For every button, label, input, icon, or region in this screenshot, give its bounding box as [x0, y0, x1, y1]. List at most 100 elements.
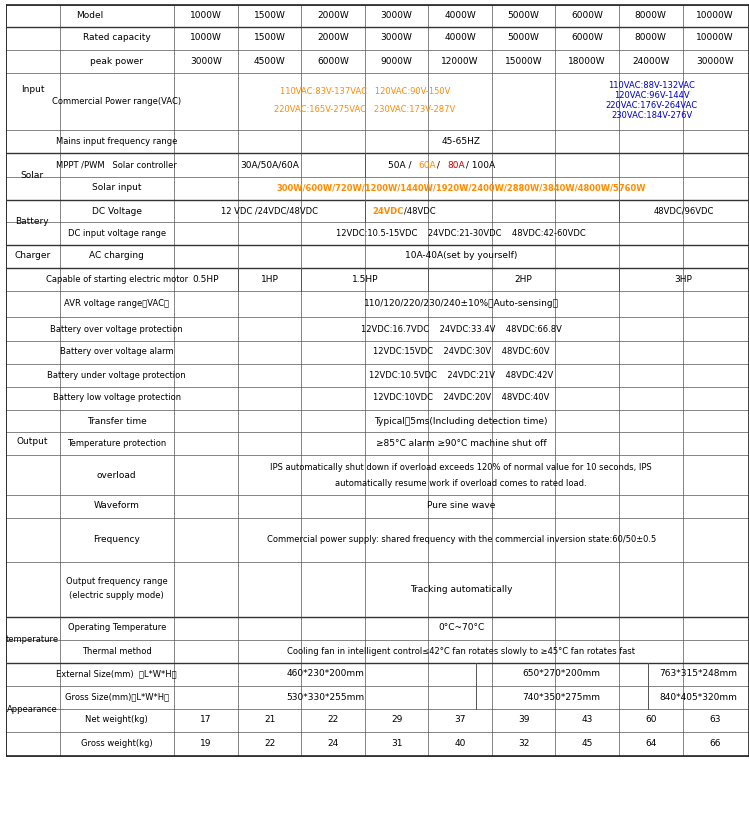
Text: 19: 19	[201, 739, 212, 748]
Text: Solar: Solar	[21, 171, 44, 180]
Text: Pure sine wave: Pure sine wave	[427, 502, 495, 511]
Text: Battery low voltage protection: Battery low voltage protection	[52, 394, 181, 402]
Text: 1000W: 1000W	[190, 12, 222, 21]
Text: 230VAC:184V-276V: 230VAC:184V-276V	[611, 111, 692, 120]
Text: 3000W: 3000W	[380, 12, 413, 21]
Text: 32: 32	[518, 739, 530, 748]
Text: 1000W: 1000W	[190, 34, 222, 43]
Text: 1500W: 1500W	[254, 12, 285, 21]
Text: AVR voltage range（VAC）: AVR voltage range（VAC）	[64, 299, 169, 308]
Text: Model: Model	[76, 12, 103, 21]
Text: 1.5HP: 1.5HP	[352, 274, 378, 283]
Text: DC Voltage: DC Voltage	[92, 207, 142, 216]
Text: ≥85°C alarm ≥90°C machine shut off: ≥85°C alarm ≥90°C machine shut off	[376, 438, 547, 447]
Text: Transfer time: Transfer time	[87, 416, 147, 425]
Text: 40: 40	[455, 739, 466, 748]
Text: Battery over voltage protection: Battery over voltage protection	[50, 325, 183, 334]
Text: 6000W: 6000W	[571, 34, 603, 43]
Text: 740*350*275mm: 740*350*275mm	[522, 692, 601, 701]
Text: Output frequency range: Output frequency range	[66, 578, 168, 587]
Text: peak power: peak power	[91, 57, 143, 65]
Text: 10A-40A(set by yourself): 10A-40A(set by yourself)	[405, 251, 518, 260]
Text: DC input voltage range: DC input voltage range	[67, 228, 166, 237]
Text: 460*230*200mm: 460*230*200mm	[286, 669, 364, 678]
Text: Net weight(kg): Net weight(kg)	[85, 715, 148, 724]
Text: (electric supply mode): (electric supply mode)	[70, 592, 164, 601]
Text: automatically resume work if overload comes to rated load.: automatically resume work if overload co…	[336, 479, 587, 488]
Text: 0.5HP: 0.5HP	[192, 274, 219, 283]
Text: Operating Temperature: Operating Temperature	[67, 624, 166, 633]
Text: 45: 45	[581, 739, 593, 748]
Text: 6000W: 6000W	[318, 57, 349, 65]
Text: 64: 64	[645, 739, 656, 748]
Text: 2000W: 2000W	[318, 34, 349, 43]
Text: 18000W: 18000W	[568, 57, 606, 65]
Text: 24000W: 24000W	[632, 57, 670, 65]
Text: Gross weight(kg): Gross weight(kg)	[81, 739, 153, 748]
Text: 110VAC:83V-137VAC   120VAC:90V-150V: 110VAC:83V-137VAC 120VAC:90V-150V	[279, 87, 450, 96]
Text: 12VDC:16.7VDC    24VDC:33.4V    48VDC:66.8V: 12VDC:16.7VDC 24VDC:33.4V 48VDC:66.8V	[361, 325, 562, 334]
Text: 43: 43	[581, 715, 593, 724]
Text: 21: 21	[264, 715, 276, 724]
Text: 12 VDC /24VDC/48VDC: 12 VDC /24VDC/48VDC	[221, 207, 318, 216]
Text: 30000W: 30000W	[697, 57, 734, 65]
Text: Gross Size(mm)（L*W*H）: Gross Size(mm)（L*W*H）	[64, 692, 169, 701]
Text: overload: overload	[97, 471, 136, 480]
Text: Commercial power supply: shared frequency with the commercial inversion state:60: Commercial power supply: shared frequenc…	[267, 536, 656, 545]
Text: 24VDC: 24VDC	[373, 207, 404, 216]
Text: 37: 37	[455, 715, 466, 724]
Text: 66: 66	[709, 739, 721, 748]
Text: AC charging: AC charging	[89, 251, 145, 260]
Text: Output: Output	[16, 438, 48, 447]
Text: 60A: 60A	[419, 161, 436, 170]
Text: 17: 17	[201, 715, 212, 724]
Text: 24: 24	[327, 739, 339, 748]
Text: 120VAC:96V-144V: 120VAC:96V-144V	[614, 91, 690, 101]
Text: 300W/600W/720W/1200W/1440W/1920W/2400W/2880W/3840W/4800W/5760W: 300W/600W/720W/1200W/1440W/1920W/2400W/2…	[276, 184, 646, 193]
Text: Cooling fan in intelligent control≤42°C fan rotates slowly to ≥45°C fan rotates : Cooling fan in intelligent control≤42°C …	[287, 647, 635, 656]
Text: Waveform: Waveform	[94, 502, 140, 511]
Text: 9000W: 9000W	[380, 57, 413, 65]
Text: Commercial Power range(VAC): Commercial Power range(VAC)	[52, 96, 181, 105]
Text: temperature: temperature	[6, 635, 59, 644]
Text: 12VDC:10.5VDC    24VDC:21V    48VDC:42V: 12VDC:10.5VDC 24VDC:21V 48VDC:42V	[369, 371, 554, 380]
Text: /: /	[434, 161, 443, 170]
Text: / 100A: / 100A	[463, 161, 495, 170]
Text: 6000W: 6000W	[571, 12, 603, 21]
Text: 3000W: 3000W	[380, 34, 413, 43]
Text: 3HP: 3HP	[675, 274, 692, 283]
Text: 3000W: 3000W	[190, 57, 222, 65]
Text: 12VDC:15VDC    24VDC:30V    48VDC:60V: 12VDC:15VDC 24VDC:30V 48VDC:60V	[373, 348, 550, 357]
Text: 60: 60	[645, 715, 656, 724]
Text: Capable of starting electric motor: Capable of starting electric motor	[46, 274, 188, 283]
Text: 10000W: 10000W	[697, 12, 734, 21]
Text: 30A/50A/60A: 30A/50A/60A	[240, 161, 299, 170]
Text: 530*330*255mm: 530*330*255mm	[286, 692, 364, 701]
Text: External Size(mm)  （L*W*H）: External Size(mm) （L*W*H）	[56, 669, 177, 678]
Text: Input: Input	[21, 86, 44, 95]
Text: Typical：5ms(Including detection time): Typical：5ms(Including detection time)	[374, 416, 548, 425]
Text: 1500W: 1500W	[254, 34, 285, 43]
Text: Temperature protection: Temperature protection	[67, 438, 166, 447]
Text: 1HP: 1HP	[261, 274, 279, 283]
Text: 110/120/220/230/240±10%（Auto-sensing）: 110/120/220/230/240±10%（Auto-sensing）	[364, 299, 559, 308]
Text: 45-65HZ: 45-65HZ	[442, 137, 481, 146]
Text: Charger: Charger	[14, 251, 51, 260]
Text: Appearance: Appearance	[7, 705, 58, 714]
Text: 12VDC:10.5-15VDC    24VDC:21-30VDC    48VDC:42-60VDC: 12VDC:10.5-15VDC 24VDC:21-30VDC 48VDC:42…	[336, 228, 586, 237]
Text: Tracking automatically: Tracking automatically	[410, 584, 512, 593]
Text: 50A /: 50A /	[388, 161, 414, 170]
Text: 840*405*320mm: 840*405*320mm	[659, 692, 737, 701]
Text: 2HP: 2HP	[515, 274, 533, 283]
Text: Frequency: Frequency	[94, 536, 140, 545]
Text: 48VDC/96VDC: 48VDC/96VDC	[653, 207, 714, 216]
Text: 8000W: 8000W	[635, 12, 667, 21]
Text: 5000W: 5000W	[508, 12, 539, 21]
Text: 4000W: 4000W	[444, 12, 476, 21]
Text: Battery over voltage alarm: Battery over voltage alarm	[60, 348, 174, 357]
Text: Thermal method: Thermal method	[82, 647, 151, 656]
Text: Rated capacity: Rated capacity	[83, 34, 151, 43]
Text: 4000W: 4000W	[444, 34, 476, 43]
Text: 220VAC:165V-275VAC   230VAC:173V-287V: 220VAC:165V-275VAC 230VAC:173V-287V	[274, 105, 455, 115]
Text: 15000W: 15000W	[505, 57, 542, 65]
